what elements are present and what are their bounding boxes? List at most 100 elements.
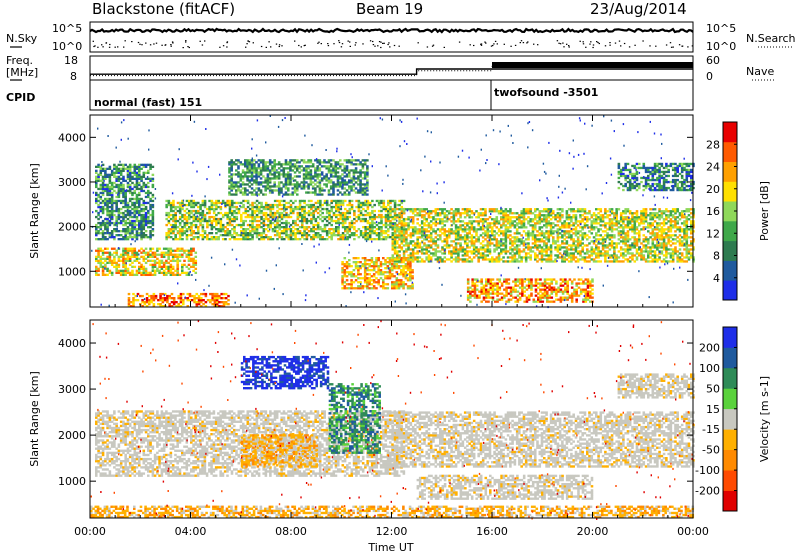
echo-cell — [511, 250, 514, 253]
echo-cell — [264, 207, 268, 211]
echo-cell — [567, 236, 571, 239]
echo-cell — [606, 222, 609, 225]
echo-cell — [128, 187, 132, 191]
echo-cell — [504, 250, 508, 253]
echo-cell — [538, 212, 542, 215]
echo-cell — [565, 236, 569, 239]
echo-cell — [353, 238, 356, 241]
echo-cell — [115, 201, 118, 205]
echo-cell — [604, 254, 607, 257]
echo-cell — [276, 232, 279, 235]
echo-cell — [341, 203, 345, 207]
echo-cell — [411, 234, 415, 237]
search-noise-dot — [226, 46, 228, 48]
echo-cell — [110, 217, 114, 221]
echo-cell — [345, 263, 349, 266]
echo-cell — [518, 250, 521, 253]
echo-cell — [434, 230, 438, 233]
search-noise-dot — [226, 42, 228, 44]
echo-cell — [371, 205, 374, 209]
echo-cell — [99, 173, 103, 177]
echo-cell — [432, 216, 435, 219]
search-noise-dot — [380, 46, 382, 49]
echo-cell — [95, 232, 98, 235]
echo-cell — [420, 208, 424, 211]
echo-cell — [678, 230, 682, 233]
echo-cell — [208, 205, 211, 209]
search-noise-dot — [124, 40, 126, 42]
echo-cell — [481, 212, 485, 215]
echo-cell — [231, 234, 234, 237]
echo-cell — [106, 203, 109, 207]
echo-cell — [307, 211, 311, 215]
echo-cell — [124, 269, 127, 273]
echo-cell — [260, 205, 263, 209]
echo-cell — [212, 219, 216, 223]
echo-cell — [398, 203, 401, 207]
echo-cell — [135, 271, 139, 275]
echo-cell — [149, 165, 152, 169]
echo-cell — [477, 212, 480, 215]
echo-cell — [402, 230, 406, 233]
echo-cell — [128, 169, 132, 173]
echo-cell — [104, 273, 107, 277]
echo-cell — [183, 232, 187, 235]
echo-cell — [561, 216, 564, 219]
echo-cell — [396, 224, 399, 227]
echo-cell — [409, 236, 413, 239]
echo-cell — [126, 165, 130, 169]
echo-cell — [95, 226, 98, 229]
echo-cell — [420, 222, 424, 225]
echo-cell — [264, 234, 268, 237]
echo-cell — [117, 171, 121, 175]
echo-cell — [210, 199, 214, 203]
echo-cell — [427, 234, 431, 237]
echo-cell — [418, 214, 422, 217]
echo-cell — [466, 244, 469, 247]
echo-cell — [312, 236, 315, 239]
echo-cell — [199, 203, 202, 207]
echo-cell — [583, 236, 587, 239]
echo-cell — [126, 257, 130, 261]
echo-cell — [174, 226, 177, 229]
echo-cell — [97, 253, 100, 256]
echo-cell — [506, 222, 510, 225]
echo-cell — [680, 244, 684, 247]
echo-cell — [563, 230, 566, 233]
echo-cell — [287, 201, 291, 205]
echo-cell — [368, 279, 371, 282]
echo-cell — [384, 263, 387, 266]
echo-cell — [348, 234, 352, 237]
echo-cell — [402, 265, 405, 268]
echo-cell — [423, 248, 426, 251]
echo-cell — [384, 209, 388, 213]
echo-cell — [656, 224, 659, 227]
echo-cell — [194, 223, 198, 227]
echo-cell — [144, 177, 148, 181]
echo-cell — [536, 248, 539, 251]
echo-cell — [491, 228, 494, 231]
echo-cell — [332, 219, 336, 223]
echo-cell — [590, 258, 594, 261]
echo-cell — [178, 228, 182, 231]
echo-cell — [131, 201, 134, 205]
echo-cell — [389, 201, 392, 205]
echo-cell — [509, 216, 512, 219]
echo-cell — [353, 234, 356, 237]
echo-cell — [631, 256, 634, 259]
echo-cell — [251, 234, 254, 237]
echo-cell — [138, 271, 141, 275]
echo-cell — [135, 199, 139, 203]
freq-right-tick-bottom: 0 — [706, 70, 713, 83]
echo-cell — [119, 259, 123, 263]
echo-cell — [522, 218, 526, 221]
echo-cell — [400, 265, 403, 268]
echo-cell — [314, 207, 318, 211]
echo-cell — [131, 226, 134, 229]
echo-cell — [556, 208, 560, 211]
echo-cell — [396, 236, 399, 239]
search-noise-dot — [520, 40, 523, 42]
echo-cell — [172, 232, 175, 235]
echo-cell — [391, 234, 395, 237]
echo-cell — [167, 213, 171, 217]
